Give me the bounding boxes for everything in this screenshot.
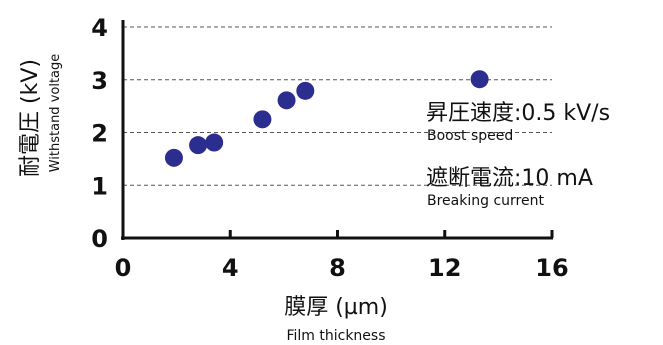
annotation-breaking-current-en: Breaking current	[427, 193, 544, 209]
x-axis-subtitle: Film thickness	[286, 328, 385, 344]
y-tick-label: 2	[91, 120, 108, 148]
data-points	[164, 70, 489, 167]
y-tick-label: 4	[91, 14, 108, 42]
annotation-boost-speed: 昇圧速度:0.5 kV/s	[426, 101, 611, 126]
x-tick-label: 8	[329, 254, 346, 282]
x-axis-title: 膜厚 (µm)	[284, 295, 388, 320]
y-tick-label: 1	[91, 172, 108, 200]
data-point	[189, 136, 208, 155]
y-tick-label: 3	[91, 67, 108, 95]
data-point	[296, 81, 315, 100]
x-tick-label: 12	[428, 254, 461, 282]
data-point	[205, 133, 224, 152]
annotation-boost-speed-en: Boost speed	[427, 128, 514, 144]
y-axis-subtitle: Withstand voltage	[48, 54, 63, 173]
y-tick-label: 0	[91, 225, 108, 253]
x-tick-label: 0	[115, 254, 132, 282]
x-tick-label: 4	[222, 254, 239, 282]
y-axis-title: 耐電圧 (kV)	[18, 59, 43, 177]
data-point	[277, 91, 296, 110]
annotation-breaking-current: 遮断電流:10 mA	[426, 166, 593, 191]
data-point	[164, 148, 183, 167]
x-tick-label: 16	[535, 254, 568, 282]
data-point	[470, 70, 489, 89]
data-point	[253, 110, 272, 129]
